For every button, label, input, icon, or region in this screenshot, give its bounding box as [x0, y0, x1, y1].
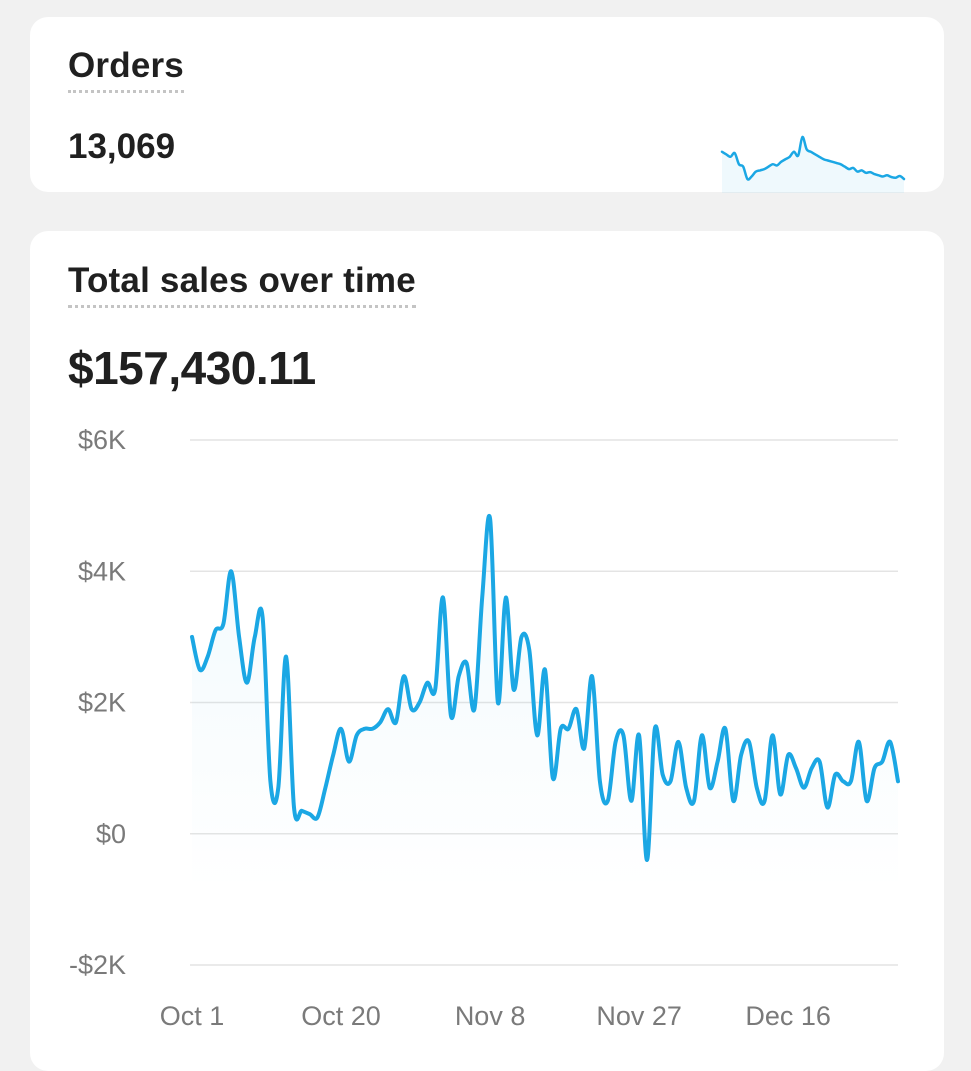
orders-card[interactable]: Orders 13,069 [30, 17, 944, 193]
orders-title[interactable]: Orders [68, 46, 184, 93]
orders-sparkline-line [720, 135, 906, 181]
y-tick-label: $2K [78, 688, 126, 718]
y-tick-label: $6K [78, 425, 126, 455]
chart-y-axis: $6K $4K $2K $0 -$2K [69, 425, 126, 980]
x-tick-label: Oct 20 [301, 1001, 381, 1031]
orders-sparkline [720, 135, 906, 193]
x-tick-label: Nov 27 [596, 1001, 682, 1031]
sales-series-line[interactable] [190, 513, 900, 863]
sales-title[interactable]: Total sales over time [68, 261, 416, 308]
x-tick-label: Dec 16 [745, 1001, 831, 1031]
orders-sparkline-area [722, 136, 904, 193]
y-tick-label: $0 [96, 819, 126, 849]
sales-area-fill [192, 515, 898, 894]
x-tick-label: Nov 8 [455, 1001, 526, 1031]
y-tick-label: $4K [78, 556, 126, 586]
orders-value: 13,069 [68, 127, 176, 166]
x-tick-label: Oct 1 [160, 1001, 225, 1031]
sales-line-chart[interactable]: $6K $4K $2K $0 -$2K Oct 1 Oct 20 Nov 8 Nov 27 De… [30, 411, 944, 1071]
sales-card[interactable]: Total sales over time $157,430.11 $6K $4K… [30, 231, 944, 1071]
y-tick-label: -$2K [69, 950, 126, 980]
sales-total-value: $157,430.11 [68, 342, 316, 394]
chart-x-axis: Oct 1 Oct 20 Nov 8 Nov 27 Dec 16 [160, 1001, 831, 1031]
